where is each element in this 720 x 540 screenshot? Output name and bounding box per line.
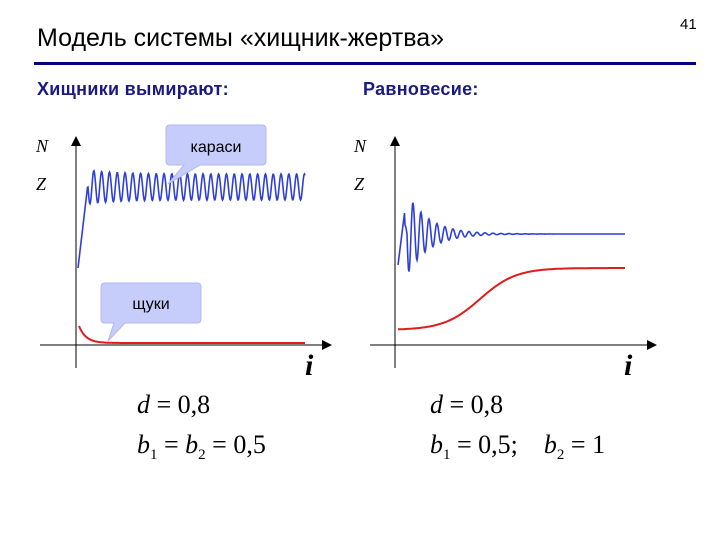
right-formula-d: d = 0,8	[430, 390, 504, 419]
left-y-label-n: N	[35, 136, 49, 156]
callout-shchuki-label: щуки	[132, 296, 169, 313]
callout-karasi-label: караси	[191, 139, 242, 156]
left-y-label-z: Z	[36, 174, 47, 194]
left-formula-d: d = 0,8	[137, 390, 211, 419]
callout-karasi: караси	[165, 124, 267, 185]
left-heading: Хищники вымирают:	[37, 79, 229, 99]
right-heading: Равновесие:	[363, 79, 479, 99]
title-rule	[34, 62, 696, 65]
right-y-label-z: Z	[354, 174, 365, 194]
right-x-label: i	[624, 349, 633, 382]
right-y-label-n: N	[353, 136, 367, 156]
right-predator-line	[397, 267, 625, 331]
slide-title: Модель системы «хищник-жертва»	[37, 24, 445, 52]
slide-number: 41	[680, 16, 697, 33]
left-prey-line	[77, 169, 306, 269]
chart-left: N Z i караси щуки	[35, 124, 332, 382]
right-prey-line	[397, 202, 625, 272]
left-predator-line	[78, 325, 305, 344]
right-formula-b: b1 = 0,5; b2 = 1	[430, 430, 606, 463]
callout-shchuki: щуки	[100, 282, 202, 342]
left-formula-b: b1 = b2 = 0,5	[137, 430, 266, 463]
chart-right: N Z i	[353, 136, 657, 382]
left-x-label: i	[305, 349, 314, 382]
